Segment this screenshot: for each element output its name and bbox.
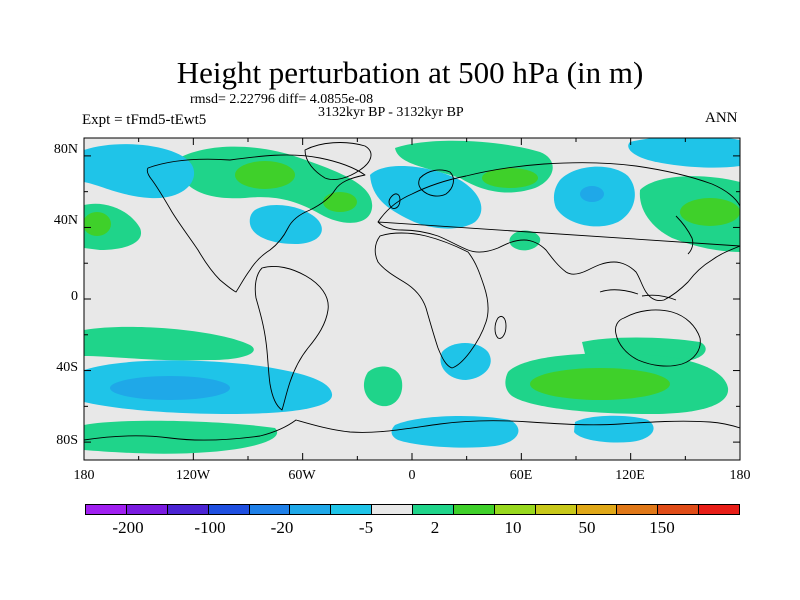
colorbar-box [576, 505, 618, 514]
colorbar-label: -20 [270, 518, 294, 537]
lat-label-40s: 40S [56, 360, 78, 375]
colorbar-box [413, 505, 454, 514]
positive-core-canada [235, 161, 295, 189]
positive-core-regions [84, 161, 740, 400]
negative-core-south-pacific [110, 376, 230, 400]
colorbar-box [617, 505, 659, 514]
colorbar-label: 2 [430, 518, 440, 537]
lon-label-0: 0 [408, 468, 416, 483]
coastline-indonesia [599, 289, 677, 301]
plot-title: Height perturbation at 500 hPa (in m) [176, 55, 644, 90]
positive-anomaly-antarctic [84, 420, 278, 454]
lon-label-120e: 120E [615, 468, 645, 483]
negative-anomaly-southern-ocean-australia [574, 415, 654, 443]
positive-anomaly-south-pacific-west [84, 326, 254, 361]
coastline-south-america [254, 265, 329, 411]
coastline-scandinavia [418, 169, 454, 197]
colorbar-label: 50 [578, 518, 596, 537]
colorbar [85, 504, 740, 515]
lon-label-180w: 180 [73, 468, 95, 483]
negative-anomaly-arctic-east [628, 138, 740, 168]
colorbar-box [372, 505, 413, 514]
coastlines [84, 142, 740, 441]
colorbar-box [167, 505, 209, 514]
positive-anomaly-south-atlantic [363, 366, 403, 407]
lon-label-60w: 60W [288, 468, 316, 483]
axis-ticks [83, 138, 741, 460]
colorbar-box [249, 505, 291, 514]
colorbar-box [331, 505, 373, 514]
negative-anomaly-south-africa [440, 343, 491, 380]
colorbar-box [126, 505, 168, 514]
colorbar-label: 150 [649, 518, 675, 537]
lat-label-80s: 80S [56, 433, 78, 448]
colorbar-box [535, 505, 577, 514]
positive-core-barents [482, 168, 538, 188]
colorbar-label: 10 [504, 518, 522, 537]
colorbar-box [290, 505, 332, 514]
negative-anomaly-bering [84, 144, 195, 199]
lon-label-60e: 60E [509, 468, 533, 483]
stats-label: rmsd= 2.22796 diff= 4.0855e-08 [190, 92, 374, 107]
colorbar-box [494, 505, 536, 514]
colorbar-box [86, 505, 127, 514]
coastline-british-isles [388, 193, 401, 209]
colorbar-box [658, 505, 700, 514]
lat-label-40n: 40N [53, 213, 78, 228]
negative-core-regions [110, 186, 604, 400]
positive-core-east-asia [680, 198, 740, 226]
experiment-label: Expt = tFmd5-tEwt5 [82, 112, 207, 128]
positive-core-indian-ocean [530, 368, 670, 400]
period-label: 3132kyr BP - 3132kyr BP [318, 105, 464, 120]
colorbar-box [453, 505, 495, 514]
lon-label-120w: 120W [175, 468, 211, 483]
coastline-north-america [146, 154, 366, 293]
positive-core-north-pacific [84, 212, 111, 236]
negative-anomaly-eastern-north-america [249, 205, 322, 244]
positive-core-north-atlantic [323, 192, 357, 212]
coastline-greenland [304, 142, 372, 181]
colorbar-box [208, 505, 250, 514]
coastline-europe-asia [377, 162, 740, 301]
coastline-australia [615, 309, 701, 367]
colorbar-label: -200 [112, 518, 144, 537]
lat-label-80n: 80N [53, 142, 78, 157]
colorbar-label: -100 [194, 518, 226, 537]
coastline-madagascar [494, 315, 507, 339]
colorbar-label: -5 [358, 518, 374, 537]
negative-anomaly-southern-ocean-africa [391, 415, 519, 448]
negative-core-siberia [580, 186, 604, 202]
lon-label-180e: 180 [729, 468, 751, 483]
coastline-japan [675, 215, 694, 255]
coastline-africa [374, 232, 489, 369]
colorbar-box [699, 505, 739, 514]
lat-label-0: 0 [71, 289, 78, 304]
season-label: ANN [705, 110, 738, 126]
coastline-antarctica [84, 419, 740, 441]
